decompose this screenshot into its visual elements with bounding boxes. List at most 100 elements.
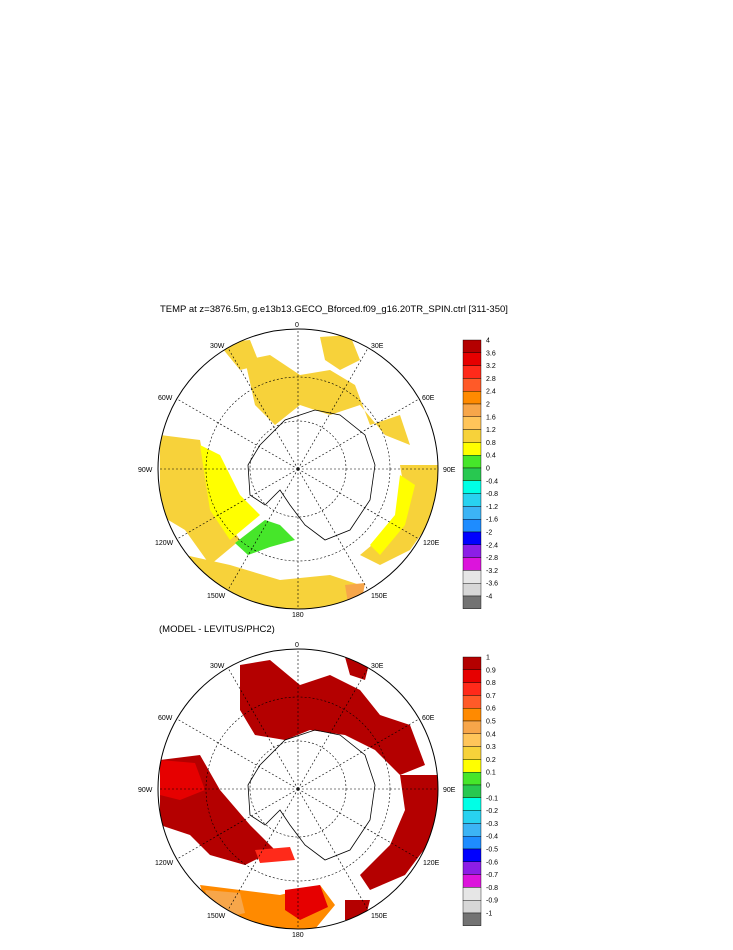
p2-lon-150e: 150E	[371, 913, 388, 920]
p2-colorbar-swatch-3	[462, 695, 482, 709]
p1-colorbar-swatch-2	[462, 365, 482, 379]
p1-colorbar-swatch-6	[462, 416, 482, 430]
p2-lon-180: 180	[292, 932, 304, 939]
p1-colorbar-label-8: 0.8	[486, 440, 496, 447]
p1-colorbar-swatch-16	[462, 544, 482, 558]
p1-lon-180: 180	[292, 612, 304, 619]
p1-region-indian-yellow	[370, 475, 415, 555]
p1-colorbar-label-14: -1.6	[486, 517, 498, 524]
p1-region-green	[235, 520, 295, 555]
p1-colorbar-label-9: 0.4	[486, 453, 496, 460]
p1-colorbar-label-5: 2	[486, 402, 490, 409]
p2-lon-120w: 120W	[155, 860, 174, 867]
p2-colorbar-label-6: 0.4	[486, 731, 496, 738]
p1-region-pacific-south	[185, 555, 360, 609]
p2-colorbar-swatch-15	[462, 848, 482, 863]
p2-colorbar-swatch-2	[462, 682, 482, 696]
p1-lon-30e: 30E	[371, 343, 384, 350]
p1-lon-90w: 90W	[138, 467, 153, 474]
p2-colorbar-label-0: 1	[486, 655, 490, 662]
p2-colorbar-swatch-7	[462, 746, 482, 760]
p2-colorbar-label-3: 0.7	[486, 693, 496, 700]
p2-colorbar-label-14: -0.4	[486, 834, 498, 841]
p1-colorbar-swatch-12	[462, 493, 482, 507]
p2-map-boundary	[157, 648, 439, 930]
p1-colorbar-swatch-7	[462, 429, 482, 443]
p2-region-south-spot	[345, 900, 370, 920]
p1-colorbar-swatch-17	[462, 557, 482, 571]
p1-lon-90e: 90E	[443, 467, 456, 474]
p2-colorbar-label-10: 0	[486, 783, 490, 790]
p1-colorbar-label-11: -0.4	[486, 478, 498, 485]
p2-colorbar-swatch-19	[462, 900, 482, 914]
p1-colorbar-swatch-9	[462, 454, 482, 469]
p1-lon-150w: 150W	[207, 593, 226, 600]
p1-colorbar-label-20: -4	[486, 594, 492, 601]
p2-colorbar-swatch-12	[462, 810, 482, 824]
p1-colorbar-label-16: -2.4	[486, 542, 498, 549]
p2-colorbar-swatch-6	[462, 733, 482, 747]
p2-colorbar-swatch-16	[462, 861, 482, 875]
p2-lon-60w: 60W	[158, 715, 173, 722]
p2-colorbar-swatch-8	[462, 759, 482, 773]
p2-colorbar-swatch-20	[462, 912, 482, 927]
panel1-map: 0 30E 60E 90E 120E 150E 180 150W 120W 90…	[138, 322, 498, 619]
p2-colorbar-swatch-0	[462, 656, 482, 671]
panel1-data-layer	[158, 329, 438, 609]
p1-lon-60e: 60E	[422, 395, 435, 402]
p1-colorbar-swatch-3	[462, 378, 482, 392]
p1-lon-labels: 0 30E 60E 90E 120E 150E 180 150W 120W 90…	[138, 322, 456, 619]
p1-map-boundary	[157, 328, 439, 610]
p2-colorbar-swatch-13	[462, 823, 482, 837]
p1-colorbar-swatch-11	[462, 480, 482, 494]
p2-region-west-edge	[160, 760, 205, 800]
p2-colorbar-label-20: -1	[486, 911, 492, 918]
p1-colorbar-label-19: -3.6	[486, 581, 498, 588]
p2-colorbar-swatch-18	[462, 887, 482, 901]
p2-region-atlantic	[240, 660, 425, 775]
p1-colorbar-label-3: 2.8	[486, 376, 496, 383]
p1-colorbar-swatch-8	[462, 442, 482, 456]
p1-colorbar-swatch-5	[462, 403, 482, 418]
p1-colorbar-label-4: 2.4	[486, 389, 496, 396]
p1-region-west-yellow	[200, 445, 260, 540]
p1-colorbar-label-12: -0.8	[486, 491, 498, 498]
p2-antarctica-coast	[247, 729, 376, 861]
p2-region-indian	[360, 775, 438, 890]
p1-colorbar-swatch-4	[462, 390, 482, 405]
p1-colorbar-swatch-19	[462, 583, 482, 597]
p1-colorbar-label-17: -2.8	[486, 555, 498, 562]
p2-colorbar-swatch-11	[462, 797, 482, 811]
p2-lon-90e: 90E	[443, 787, 456, 794]
p2-colorbar-swatch-9	[462, 771, 482, 786]
p2-lon-labels: 0 30E 60E 90E 120E 150E 180 150W 120W 90…	[138, 642, 456, 939]
p1-colorbar-label-10: 0	[486, 466, 490, 473]
p2-region-red-strip	[255, 847, 295, 863]
p1-colorbar-swatch-1	[462, 352, 482, 366]
panel2-data-layer	[158, 649, 438, 929]
p1-colorbar-label-7: 1.2	[486, 427, 496, 434]
p1-colorbar-swatch-10	[462, 467, 482, 482]
p2-colorbar-label-2: 0.8	[486, 680, 496, 687]
p2-region-south-spot2	[285, 885, 328, 920]
panel1-title: TEMP at z=3876.5m, g.e13b13.GECO_Bforced…	[160, 304, 508, 315]
p1-colorbar-label-18: -3.2	[486, 568, 498, 575]
p1-colorbar-swatch-13	[462, 506, 482, 520]
p2-colorbar-label-18: -0.8	[486, 885, 498, 892]
p2-colorbar-label-16: -0.6	[486, 859, 498, 866]
p1-colorbar-swatch-0	[462, 339, 482, 354]
p2-colorbar-swatch-10	[462, 784, 482, 799]
p1-colorbar-label-1: 3.6	[486, 350, 496, 357]
p2-lon-120e: 120E	[423, 860, 440, 867]
p1-colorbar-label-2: 3.2	[486, 363, 496, 370]
p2-colorbar-label-13: -0.3	[486, 821, 498, 828]
p1-region-north-east	[320, 335, 360, 370]
p2-colorbar-label-12: -0.2	[486, 808, 498, 815]
p2-lon-30w: 30W	[210, 663, 225, 670]
p1-colorbar-swatch-15	[462, 531, 482, 546]
panel2-map: 0 30E 60E 90E 120E 150E 180 150W 120W 90…	[138, 642, 498, 939]
p2-lon-60e: 60E	[422, 715, 435, 722]
p2-colorbar-swatch-1	[462, 669, 482, 683]
p2-colorbar-label-1: 0.9	[486, 667, 496, 674]
p1-lon-30w: 30W	[210, 343, 225, 350]
